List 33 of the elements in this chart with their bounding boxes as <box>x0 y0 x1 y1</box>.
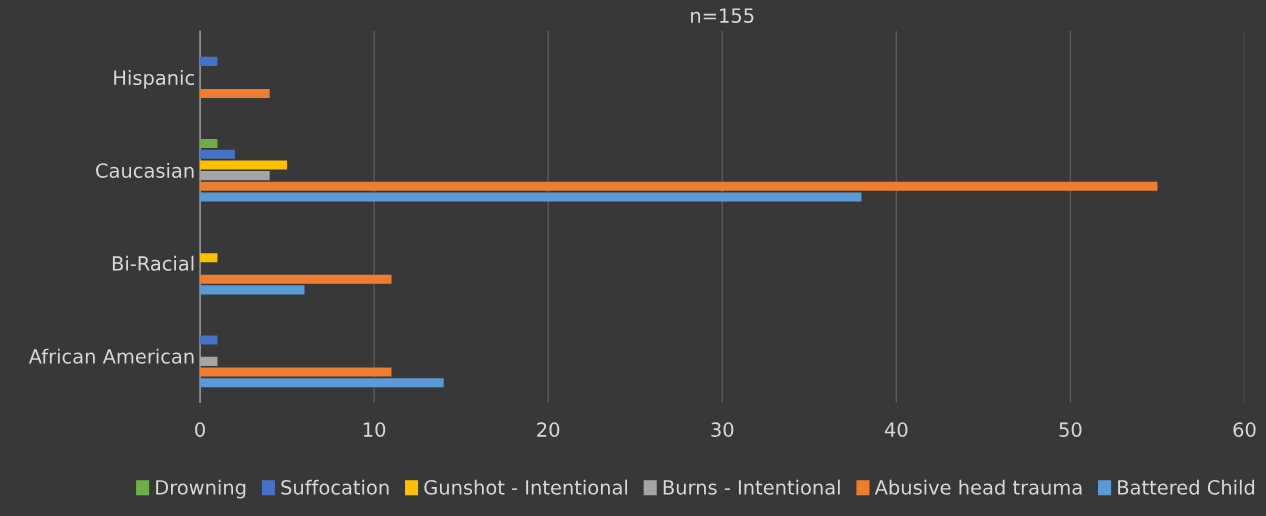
legend-label: Suffocation <box>281 479 389 495</box>
bar <box>200 88 270 98</box>
bar <box>200 378 444 388</box>
bar <box>200 149 235 159</box>
legend-label: Battered Child <box>1118 479 1255 495</box>
bar <box>200 139 218 149</box>
x-tick-label: 20 <box>537 422 560 437</box>
x-tick-label: 0 <box>195 422 205 437</box>
y-tick-label: Hispanic <box>114 70 194 89</box>
x-tick-label: 40 <box>884 422 908 437</box>
bar <box>200 367 392 377</box>
legend-label: Abusive head trauma <box>874 479 1082 495</box>
x-tick-label: 30 <box>711 422 734 437</box>
legend-label: Burns - Intentional <box>663 479 840 495</box>
legend-label: Gunshot - Intentional <box>424 479 627 495</box>
x-tick-label: 10 <box>363 422 386 437</box>
bar <box>200 274 392 284</box>
bar <box>200 160 288 170</box>
bar <box>200 356 218 366</box>
bar <box>200 171 270 181</box>
bar <box>200 335 218 345</box>
y-tick-label: African American <box>28 348 194 364</box>
x-tick-label: 60 <box>1233 422 1256 437</box>
bar <box>200 192 862 202</box>
x-tick-label: 50 <box>1059 422 1082 437</box>
bar <box>200 285 305 295</box>
y-tick-label: Bi-Racial <box>112 255 194 271</box>
legend-label: Drowning <box>156 479 246 499</box>
y-tick-label: Caucasian <box>96 162 194 178</box>
bar <box>200 253 218 263</box>
bar <box>200 56 218 66</box>
chart-title: n=155 <box>691 8 754 23</box>
bar <box>200 181 1158 191</box>
